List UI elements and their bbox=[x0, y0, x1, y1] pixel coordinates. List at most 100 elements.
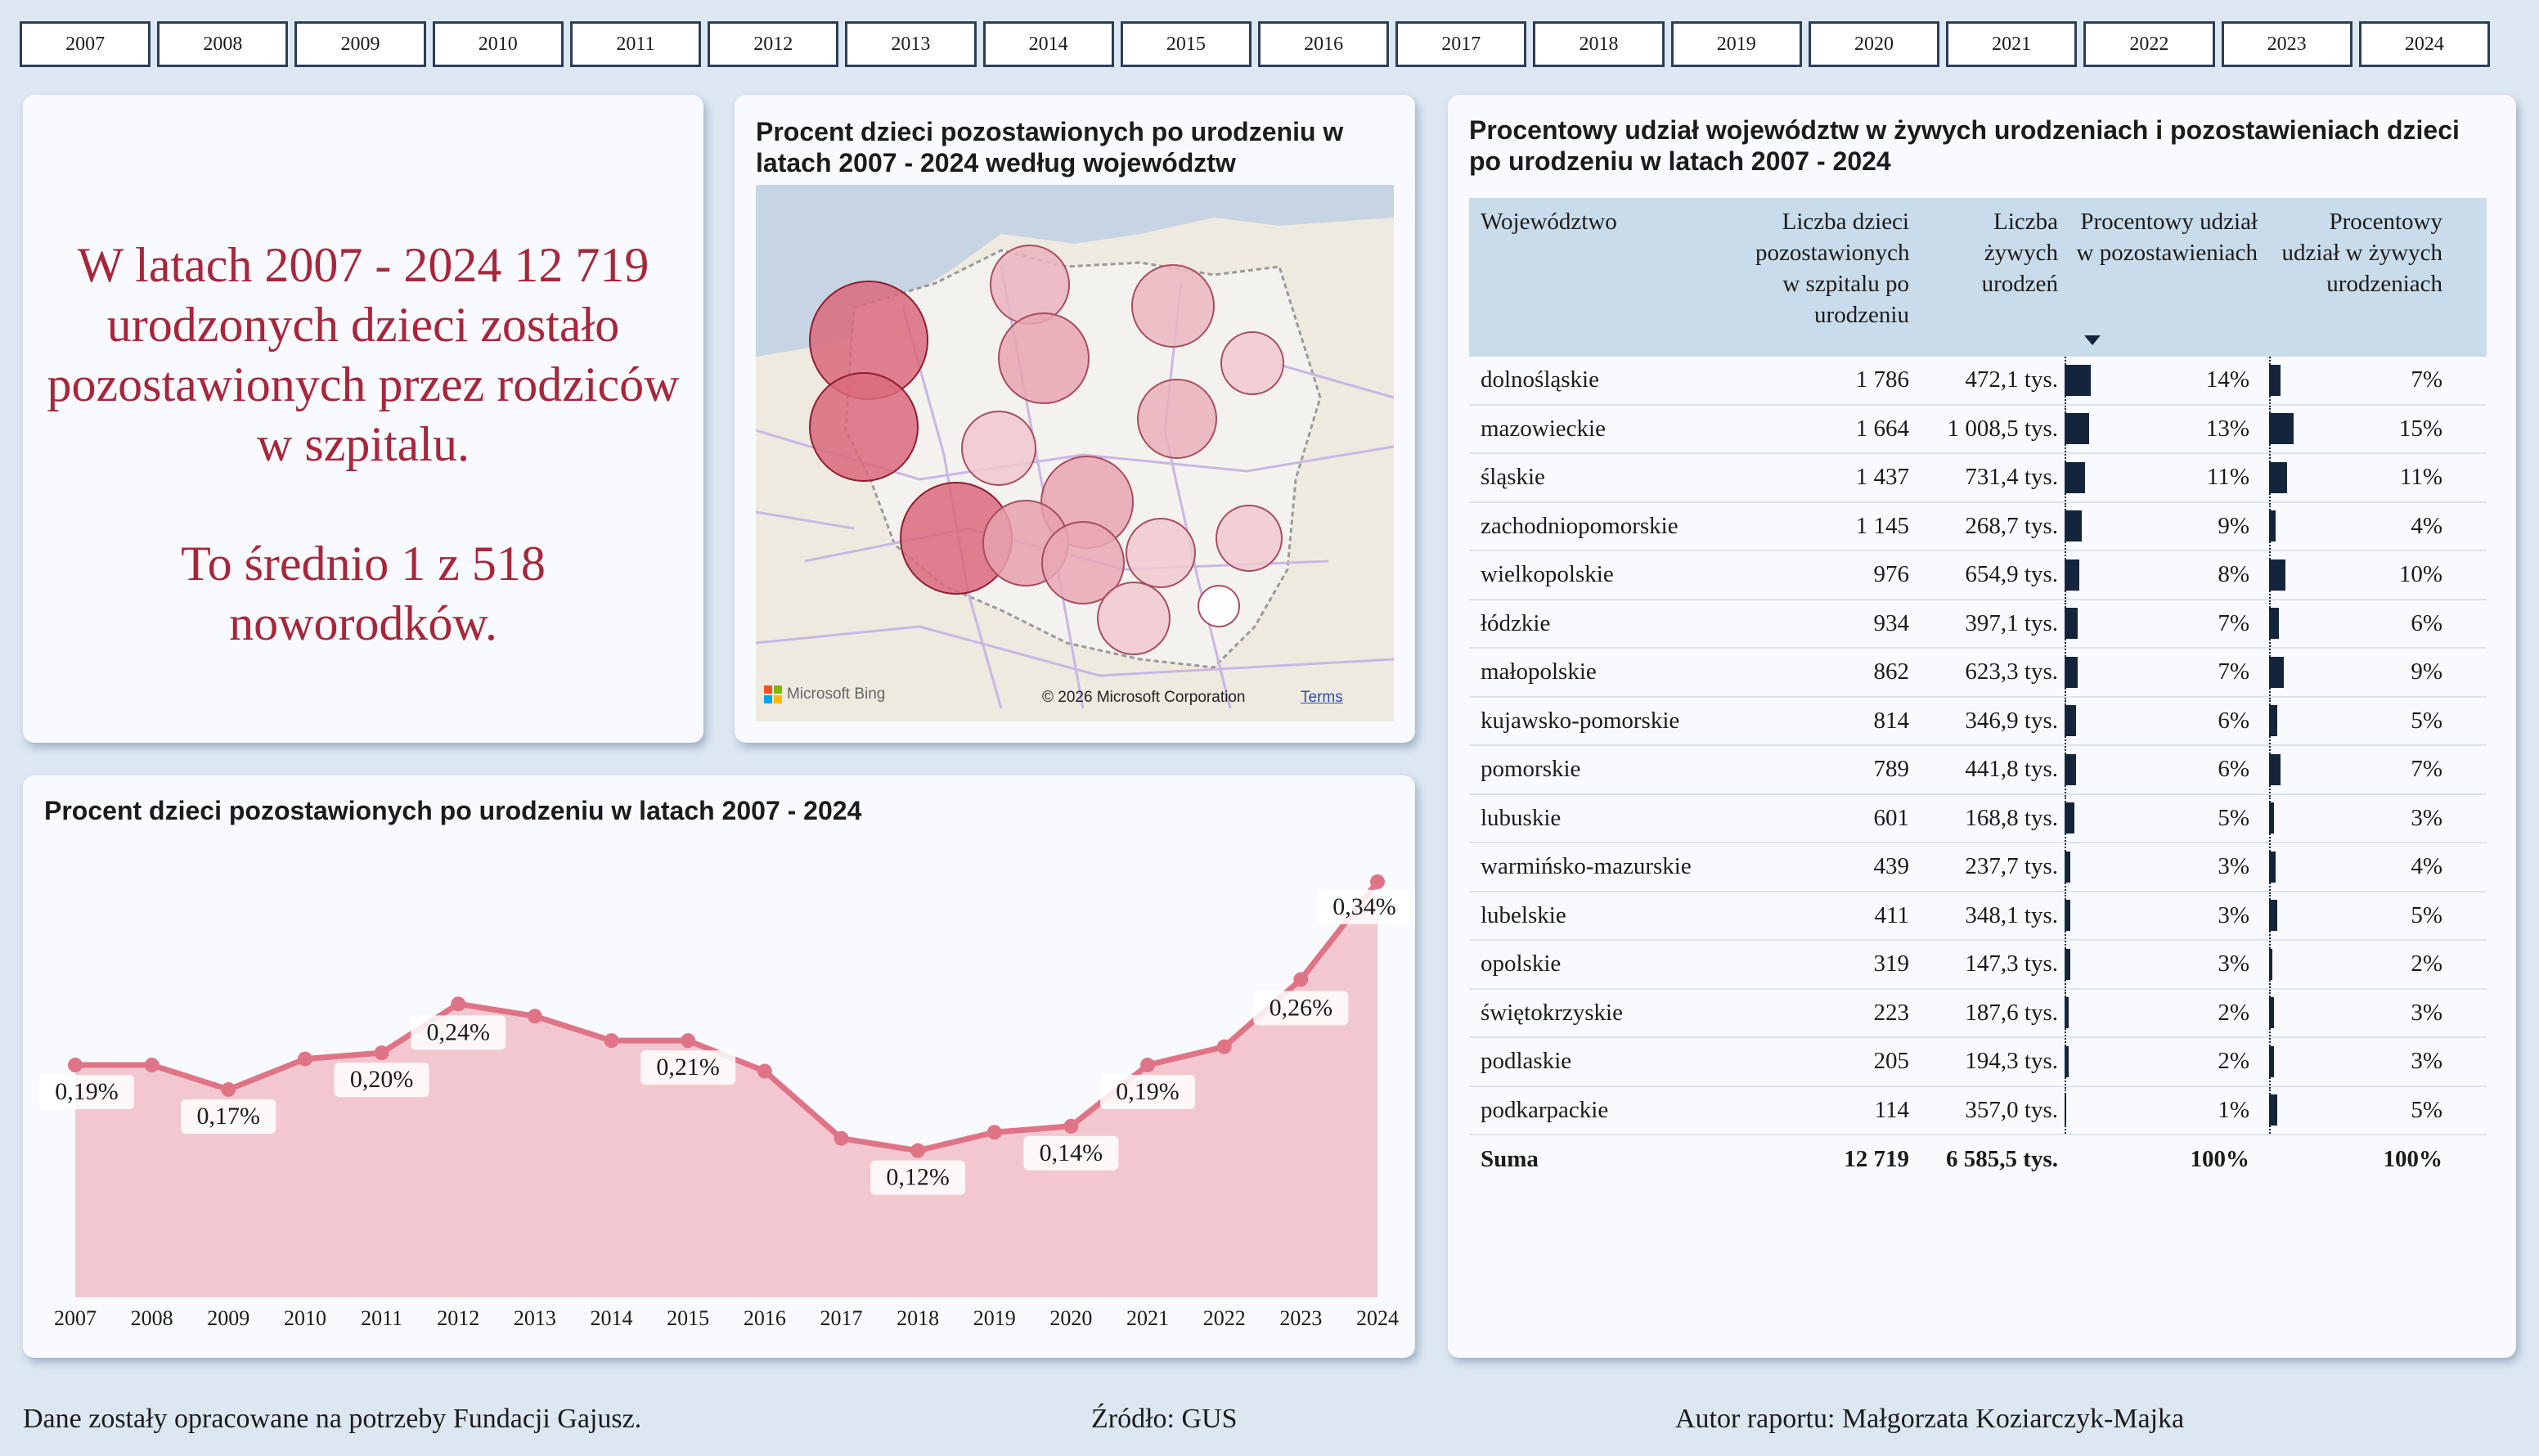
year-button-2016[interactable]: 2016 bbox=[1257, 21, 1390, 67]
year-button-2014[interactable]: 2014 bbox=[982, 21, 1114, 67]
data-point-2009[interactable] bbox=[221, 1081, 236, 1097]
data-point-2010[interactable] bbox=[297, 1051, 312, 1067]
bubble-mazowieckie[interactable] bbox=[1137, 379, 1217, 459]
bar-pct-left bbox=[2065, 364, 2092, 396]
line-chart-svg[interactable]: 2007 2008 2009 2010 2011 2012 2013 2014 2015 2016… bbox=[23, 775, 1415, 1358]
year-button-2008[interactable]: 2008 bbox=[157, 21, 289, 67]
cell-pct-live: 7% bbox=[2269, 746, 2454, 793]
year-button-2009[interactable]: 2009 bbox=[294, 21, 426, 67]
cell-pct-left-value: 6% bbox=[2218, 707, 2249, 734]
bubble-wielkopolskie[interactable] bbox=[961, 411, 1036, 486]
table-row[interactable]: pomorskie 789 441,8 tys. 6% 7% bbox=[1469, 746, 2487, 795]
cell-pct-left-value: 8% bbox=[2218, 561, 2249, 588]
sort-desc-icon[interactable] bbox=[2084, 335, 2101, 345]
x-tick-label: 2013 bbox=[514, 1306, 556, 1330]
table-row[interactable]: dolnośląskie 1 786 472,1 tys. 14% 7% bbox=[1469, 357, 2487, 406]
data-point-2013[interactable] bbox=[527, 1009, 542, 1024]
bing-logo-text: Microsoft Bing bbox=[787, 685, 886, 703]
cell-pct-live-value: 9% bbox=[2411, 658, 2442, 685]
year-button-2015[interactable]: 2015 bbox=[1120, 21, 1252, 67]
table-row[interactable]: warmińsko-mazurskie 439 237,7 tys. 3% 4% bbox=[1469, 843, 2487, 892]
table-row[interactable]: zachodniopomorskie 1 145 268,7 tys. 9% 4% bbox=[1469, 502, 2487, 551]
year-button-2021[interactable]: 2021 bbox=[1946, 21, 2078, 67]
header-live[interactable]: Liczba żywych urodzeń bbox=[1981, 209, 2058, 297]
data-point-2014[interactable] bbox=[604, 1033, 619, 1049]
table-row[interactable]: lubuskie 601 168,8 tys. 5% 3% bbox=[1469, 794, 2487, 843]
data-point-2011[interactable] bbox=[374, 1045, 389, 1061]
year-button-2018[interactable]: 2018 bbox=[1533, 21, 1665, 67]
bubble-warminsko-mazurskie[interactable] bbox=[1131, 264, 1215, 348]
table-row[interactable]: podlaskie 205 194,3 tys. 2% 3% bbox=[1469, 1038, 2487, 1087]
cell-pct-live: 4% bbox=[2269, 502, 2454, 550]
cell-pct-live-value: 15% bbox=[2398, 415, 2442, 442]
data-point-2017[interactable] bbox=[834, 1130, 849, 1146]
table-row[interactable]: małopolskie 862 623,3 tys. 7% 9% bbox=[1469, 649, 2487, 698]
table-row[interactable]: mazowieckie 1 664 1 008,5 tys. 13% 15% bbox=[1469, 405, 2487, 454]
cell-pct-live-value: 7% bbox=[2411, 756, 2442, 783]
year-button-2011[interactable]: 2011 bbox=[569, 21, 702, 67]
data-point-2019[interactable] bbox=[986, 1125, 1002, 1140]
data-point-2007[interactable] bbox=[68, 1058, 83, 1073]
data-point-2020[interactable] bbox=[1063, 1118, 1079, 1134]
year-button-2013[interactable]: 2013 bbox=[845, 21, 977, 67]
year-button-2020[interactable]: 2020 bbox=[1808, 21, 1940, 67]
cell-left: 814 bbox=[1873, 707, 1910, 734]
summary-card: W latach 2007 - 2024 12 719 urodzonych d… bbox=[23, 95, 703, 743]
bubble-lubelskie[interactable] bbox=[1216, 505, 1283, 572]
bubble-swietokrzyskie[interactable] bbox=[1126, 518, 1196, 588]
year-button-2022[interactable]: 2022 bbox=[2083, 21, 2215, 67]
bubble-map[interactable]: Microsoft Bing © 2026 Microsoft Corporat… bbox=[756, 185, 1394, 721]
table-row[interactable]: lubelskie 411 348,1 tys. 3% 5% bbox=[1469, 892, 2487, 941]
data-point-2012[interactable] bbox=[451, 996, 466, 1012]
year-button-2007[interactable]: 2007 bbox=[20, 21, 151, 67]
table-row[interactable]: kujawsko-pomorskie 814 346,9 tys. 6% 5% bbox=[1469, 697, 2487, 746]
summary-text-line: W latach 2007 - 2024 12 719 bbox=[77, 238, 649, 292]
footer-note: Dane zostały opracowane na potrzeby Fund… bbox=[23, 1404, 642, 1434]
x-tick-label: 2019 bbox=[973, 1306, 1016, 1330]
year-button-2023[interactable]: 2023 bbox=[2221, 21, 2353, 67]
bubble-podlaskie[interactable] bbox=[1220, 331, 1284, 395]
year-button-2019[interactable]: 2019 bbox=[1670, 21, 1802, 67]
bubble-lubuskie[interactable] bbox=[809, 372, 919, 482]
data-point-2024[interactable] bbox=[1370, 874, 1385, 889]
year-button-2024[interactable]: 2024 bbox=[2358, 21, 2490, 67]
bing-logo: Microsoft Bing bbox=[764, 685, 885, 703]
data-point-2015[interactable] bbox=[681, 1033, 696, 1049]
header-name[interactable]: Województwo bbox=[1481, 209, 1617, 235]
bar-pct-live bbox=[2269, 413, 2294, 445]
cell-pct-left-value: 9% bbox=[2218, 512, 2249, 539]
data-point-2018[interactable] bbox=[910, 1143, 926, 1158]
header-pct-left[interactable]: Procentowy udział w pozostawieniach bbox=[2065, 198, 2269, 357]
data-point-2016[interactable] bbox=[757, 1063, 772, 1079]
cell-left: 319 bbox=[1873, 950, 1910, 977]
cell-pct-left-value: 11% bbox=[2206, 464, 2249, 491]
year-button-2012[interactable]: 2012 bbox=[708, 21, 839, 67]
year-button-2010[interactable]: 2010 bbox=[432, 21, 564, 67]
data-point-2022[interactable] bbox=[1216, 1039, 1232, 1054]
bubble-kujawsko-pomorskie[interactable] bbox=[998, 312, 1090, 404]
cell-name: świętokrzyskie bbox=[1481, 999, 1623, 1026]
map-terms-link[interactable]: Terms bbox=[1301, 689, 1343, 706]
header-left[interactable]: Liczba dzieci pozostawionych w szpitalu … bbox=[1755, 209, 1910, 328]
bubble-podkarpackie[interactable] bbox=[1198, 585, 1240, 627]
data-point-2008[interactable] bbox=[144, 1058, 160, 1073]
table-row[interactable]: opolskie 319 147,3 tys. 3% 2% bbox=[1469, 941, 2487, 990]
bubble-slaskie[interactable] bbox=[1041, 521, 1125, 604]
table-header: Województwo Liczba dzieci pozostawionych… bbox=[1469, 198, 2487, 357]
cell-pct-live-value: 5% bbox=[2411, 1096, 2442, 1123]
data-point-2021[interactable] bbox=[1140, 1058, 1156, 1073]
cell-pct-left: 2% bbox=[2065, 989, 2269, 1036]
table-row[interactable]: wielkopolskie 976 654,9 tys. 8% 10% bbox=[1469, 551, 2487, 600]
table-row[interactable]: łódzkie 934 397,1 tys. 7% 6% bbox=[1469, 600, 2487, 649]
table-row[interactable]: śląskie 1 437 731,4 tys. 11% 11% bbox=[1469, 454, 2487, 503]
bubble-pomorskie[interactable] bbox=[990, 245, 1070, 325]
data-point-2023[interactable] bbox=[1293, 972, 1309, 987]
data-label: 0,19% bbox=[55, 1078, 119, 1105]
header-pct-live[interactable]: Procentowy udział w żywych urodzeniach bbox=[2281, 209, 2443, 297]
table-row[interactable]: świętokrzyskie 223 187,6 tys. 2% 3% bbox=[1469, 989, 2487, 1038]
year-button-2017[interactable]: 2017 bbox=[1395, 21, 1527, 67]
bubble-malopolskie[interactable] bbox=[1097, 582, 1171, 655]
cell-pct-left-value: 6% bbox=[2218, 756, 2249, 783]
table-row[interactable]: podkarpackie 114 357,0 tys. 1% 5% bbox=[1469, 1086, 2487, 1135]
data-label-bg bbox=[1317, 889, 1412, 924]
